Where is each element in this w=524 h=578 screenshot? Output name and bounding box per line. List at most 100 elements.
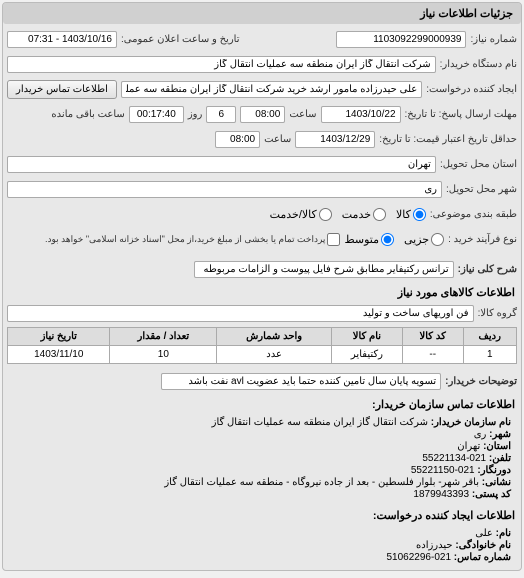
creator-family: حیدرزاده xyxy=(416,540,453,551)
contact-postal: 1879943393 xyxy=(413,489,469,500)
row-buyer-org: نام دستگاه خریدار: xyxy=(7,53,517,75)
contact-org: شرکت انتقال گاز ایران منطقه سه عملیات ان… xyxy=(212,417,428,428)
validity-label: حداقل تاریخ اعتبار قیمت: تا تاریخ: xyxy=(379,134,517,145)
creator-phone-label: شماره تماس: xyxy=(454,552,511,563)
td-name: رکتیفایر xyxy=(331,346,402,364)
budget-goods-radio[interactable] xyxy=(413,208,426,221)
public-announce-label: تاریخ و ساعت اعلان عمومی: xyxy=(121,34,240,45)
row-deadline: مهلت ارسال پاسخ: تا تاریخ: ساعت روز ساعت… xyxy=(7,103,517,125)
row-requester: ایجاد کننده درخواست: اطلاعات تماس خریدار xyxy=(7,78,517,100)
th-date: تاریخ نیاز xyxy=(8,328,110,346)
budget-goods-label: کالا xyxy=(396,208,411,221)
deadline-date-field[interactable] xyxy=(321,106,401,123)
budget-service-label: خدمت xyxy=(342,208,371,221)
contact-postal-label: کد پستی: xyxy=(472,489,511,500)
buyer-notes-label: توضیحات خریدار: xyxy=(445,376,517,387)
validity-time-field[interactable] xyxy=(215,131,260,148)
need-details-panel: جزئیات اطلاعات نیاز شماره نیاز: تاریخ و … xyxy=(2,2,522,571)
contact-fax: 021-55221150 xyxy=(411,465,475,476)
deadline-label: مهلت ارسال پاسخ: تا تاریخ: xyxy=(405,109,517,120)
creator-name: علی xyxy=(475,528,493,539)
contact-city: ری xyxy=(474,429,487,440)
validity-time-label: ساعت xyxy=(264,134,291,145)
purchase-small-radio[interactable] xyxy=(431,233,444,246)
contact-phone-label: تلفن: xyxy=(489,453,511,464)
buyer-contact-button[interactable]: اطلاعات تماس خریدار xyxy=(7,80,117,99)
contact-province-label: استان: xyxy=(483,441,511,452)
row-city: شهر محل تحویل: xyxy=(7,178,517,200)
requester-label: ایجاد کننده درخواست: xyxy=(426,84,517,95)
goods-group-field[interactable] xyxy=(7,305,474,322)
td-date: 1403/11/10 xyxy=(8,346,110,364)
deadline-days-field[interactable] xyxy=(206,106,236,123)
contact-org-label: نام سازمان خریدار: xyxy=(431,417,511,428)
budget-both-label: کالا/خدمت xyxy=(270,208,317,221)
budget-service-radio[interactable] xyxy=(373,208,386,221)
need-desc-label: شرح کلی نیاز: xyxy=(458,264,517,275)
th-row: ردیف xyxy=(463,328,517,346)
row-goods-group: گروه کالا: xyxy=(7,302,517,324)
purchase-type-label: نوع فرآیند خرید : xyxy=(448,234,517,245)
deadline-time-field[interactable] xyxy=(240,106,285,123)
goods-group-label: گروه کالا: xyxy=(478,308,517,319)
contact-fax-label: دورنگار: xyxy=(477,465,511,476)
row-need-desc: شرح کلی نیاز: xyxy=(7,258,517,280)
need-number-label: شماره نیاز: xyxy=(470,34,517,45)
public-announce-field[interactable] xyxy=(7,31,117,48)
th-code: کد کالا xyxy=(402,328,463,346)
row-budget-type: طبقه بندی موضوعی: کالا خدمت کالا/خدمت xyxy=(7,203,517,225)
contact-phone: 021-55221134 xyxy=(422,453,486,464)
td-qty: 10 xyxy=(110,346,217,364)
treasury-checkbox[interactable] xyxy=(327,233,340,246)
contact-city-label: شهر: xyxy=(489,429,511,440)
deadline-remain-label: ساعت باقی مانده xyxy=(51,109,124,120)
row-buyer-notes: توضیحات خریدار: xyxy=(7,370,517,392)
th-unit: واحد شمارش xyxy=(217,328,332,346)
need-number-field[interactable] xyxy=(336,31,466,48)
buyer-notes-field[interactable] xyxy=(161,373,441,390)
row-province: استان محل تحویل: xyxy=(7,153,517,175)
contact-province: تهران xyxy=(457,441,480,452)
need-desc-field[interactable] xyxy=(194,261,454,278)
purchase-type-group: جزیی متوسط xyxy=(344,233,444,246)
purchase-small-label: جزیی xyxy=(404,233,429,246)
budget-type-label: طبقه بندی موضوعی: xyxy=(430,209,517,220)
contact-section-title: اطلاعات تماس سازمان خریدار: xyxy=(9,398,515,411)
creator-family-label: نام خانوادگی: xyxy=(455,540,511,551)
contact-address: باقر شهر- بلوار فلسطین - بعد از جاده نیر… xyxy=(164,477,479,488)
purchase-note: پرداخت تمام یا بخشی از مبلغ خرید،از محل … xyxy=(45,234,325,245)
city-field[interactable] xyxy=(7,181,442,198)
city-label: شهر محل تحویل: xyxy=(446,184,517,195)
goods-table: ردیف کد کالا نام کالا واحد شمارش تعداد /… xyxy=(7,327,517,364)
row-validity: حداقل تاریخ اعتبار قیمت: تا تاریخ: ساعت xyxy=(7,128,517,150)
province-label: استان محل تحویل: xyxy=(440,159,517,170)
deadline-day-label: روز xyxy=(188,109,203,120)
th-qty: تعداد / مقدار xyxy=(110,328,217,346)
table-row[interactable]: 1 -- رکتیفایر عدد 10 1403/11/10 xyxy=(8,346,517,364)
requester-field[interactable] xyxy=(121,81,422,98)
deadline-remain-field[interactable] xyxy=(129,106,184,123)
creator-phone: 021-51062296 xyxy=(386,552,451,563)
panel-header: جزئیات اطلاعات نیاز xyxy=(3,3,521,24)
buyer-org-label: نام دستگاه خریدار: xyxy=(440,59,517,70)
deadline-time-label: ساعت xyxy=(289,109,316,120)
creator-section-title: اطلاعات ایجاد کننده درخواست: xyxy=(9,509,515,522)
td-row: 1 xyxy=(463,346,517,364)
budget-type-group: کالا خدمت کالا/خدمت xyxy=(270,208,426,221)
province-field[interactable] xyxy=(7,156,436,173)
td-code: -- xyxy=(402,346,463,364)
buyer-org-field[interactable] xyxy=(7,56,436,73)
validity-date-field[interactable] xyxy=(295,131,375,148)
td-unit: عدد xyxy=(217,346,332,364)
goods-section-title: اطلاعات کالاهای مورد نیاز xyxy=(9,286,515,299)
th-name: نام کالا xyxy=(331,328,402,346)
row-purchase-type: نوع فرآیند خرید : جزیی متوسط پرداخت تمام… xyxy=(7,228,517,250)
contact-block: نام سازمان خریدار: شرکت انتقال گاز ایران… xyxy=(7,414,517,503)
budget-both-radio[interactable] xyxy=(319,208,332,221)
creator-block: نام: علی نام خانوادگی: حیدرزاده شماره تم… xyxy=(7,525,517,566)
purchase-medium-radio[interactable] xyxy=(381,233,394,246)
purchase-medium-label: متوسط xyxy=(344,233,379,246)
creator-name-label: نام: xyxy=(496,528,511,539)
row-need-number: شماره نیاز: تاریخ و ساعت اعلان عمومی: xyxy=(7,28,517,50)
contact-address-label: نشانی: xyxy=(482,477,511,488)
